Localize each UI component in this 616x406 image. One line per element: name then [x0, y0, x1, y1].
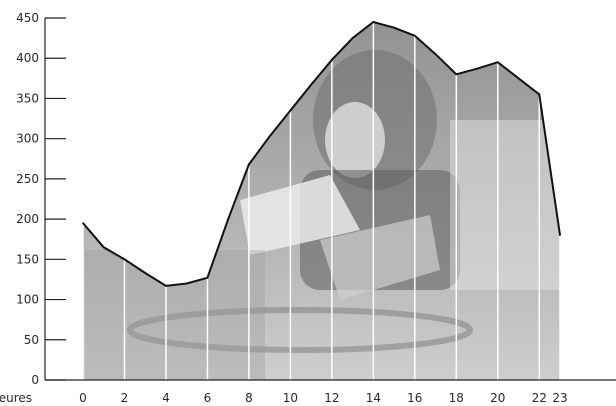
x-tick-label: 22	[532, 391, 547, 405]
axes	[44, 18, 616, 381]
data-point	[248, 163, 250, 166]
y-tick-label: 350	[16, 91, 39, 105]
x-tick-label: 20	[490, 391, 505, 405]
y-tick-label: 0	[31, 373, 39, 387]
data-point	[102, 246, 105, 249]
x-tick-label: 14	[366, 391, 381, 405]
data-point	[310, 83, 312, 86]
data-point	[517, 77, 520, 80]
x-tick-label: 12	[324, 391, 339, 405]
y-tick-label: 400	[16, 51, 39, 65]
x-axis-label: heures	[0, 391, 32, 405]
data-point	[414, 34, 416, 37]
y-tick-label: 450	[16, 11, 39, 25]
y-tick-label: 50	[24, 333, 39, 347]
data-point	[227, 218, 229, 220]
x-tick-label: 23	[552, 391, 567, 405]
data-point	[372, 21, 375, 23]
x-tick-label: 8	[245, 391, 253, 405]
data-point	[289, 109, 292, 112]
x-tick-label: 16	[407, 391, 422, 405]
data-points	[82, 21, 561, 287]
data-point	[559, 234, 561, 236]
data-point	[496, 61, 499, 64]
y-tick-label: 250	[16, 172, 39, 186]
data-point	[455, 73, 458, 76]
data-point	[331, 59, 333, 61]
series-line	[82, 20, 561, 287]
data-point	[351, 37, 354, 39]
y-tick-label: 200	[16, 212, 39, 226]
data-point	[393, 26, 395, 29]
x-tick-label: 10	[283, 391, 298, 405]
data-point	[206, 277, 209, 279]
y-tick-label: 300	[16, 132, 39, 146]
y-tick-label: 150	[16, 252, 39, 266]
x-tick-label: 6	[204, 391, 212, 405]
x-tick-label: 18	[449, 391, 464, 405]
y-axis-ticks: 0 50 100 150 200 250 300 350 400 450	[16, 11, 66, 387]
x-tick-label: 0	[79, 391, 87, 405]
data-point	[123, 258, 126, 261]
y-tick-label: 100	[16, 293, 39, 307]
data-point	[538, 93, 541, 96]
data-point	[82, 222, 84, 224]
data-point	[144, 272, 147, 274]
driver-photo	[85, 50, 560, 380]
data-point	[476, 67, 478, 70]
x-tick-label: 4	[162, 391, 170, 405]
data-point	[165, 285, 167, 287]
data-point	[185, 282, 188, 285]
x-tick-label: 2	[121, 391, 129, 405]
data-point	[434, 53, 437, 55]
data-point	[268, 135, 271, 138]
x-axis-ticks: 0 2 4 6 8 10 12 14 16 18 20 22 23	[79, 391, 567, 405]
